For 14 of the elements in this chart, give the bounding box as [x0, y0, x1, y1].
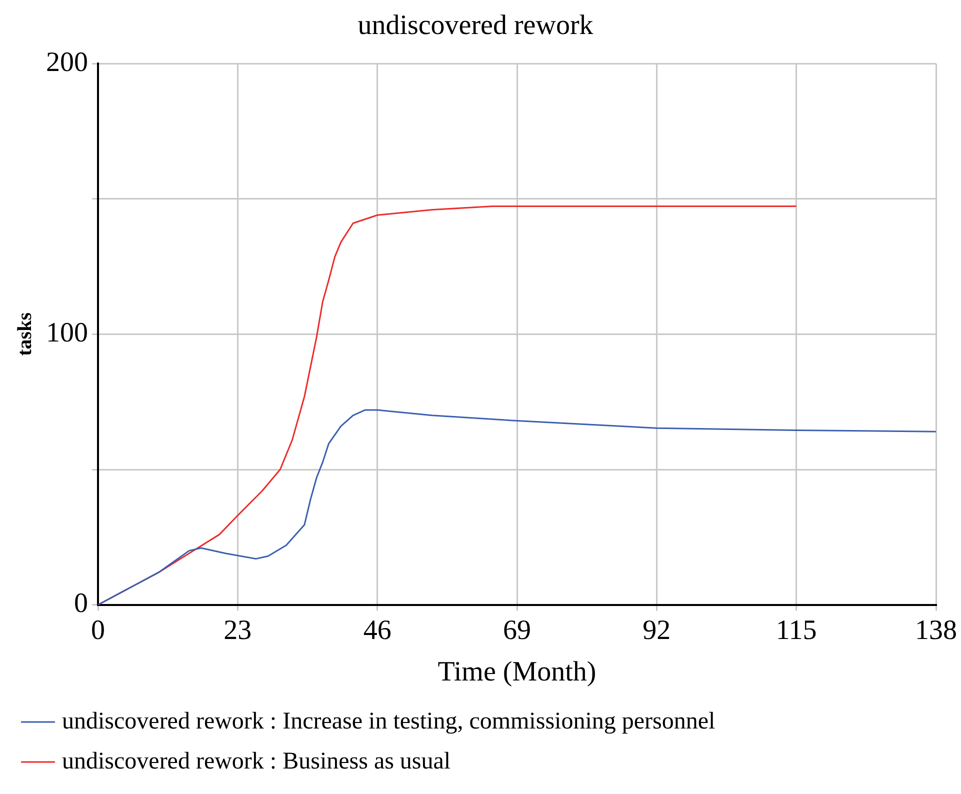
x-axis-title: Time (Month) — [438, 656, 596, 688]
y-tick-label: 200 — [46, 46, 88, 78]
legend-label: undiscovered rework : Increase in testing, commissioning personnel — [62, 708, 716, 734]
chart-title: undiscovered rework — [358, 10, 594, 42]
y-tick-label: 0 — [74, 588, 88, 620]
x-tick-label: 115 — [776, 614, 817, 646]
x-tick-label: 46 — [363, 614, 392, 646]
x-tick-label: 69 — [503, 614, 531, 646]
x-tick-label: 138 — [915, 614, 957, 646]
x-tick-label: 23 — [224, 614, 252, 646]
x-tick-label: 92 — [642, 614, 671, 646]
legend-label: undiscovered rework : Business as usual — [62, 748, 451, 774]
y-tick-label: 100 — [46, 318, 88, 349]
y-axis-title: tasks — [14, 312, 36, 356]
